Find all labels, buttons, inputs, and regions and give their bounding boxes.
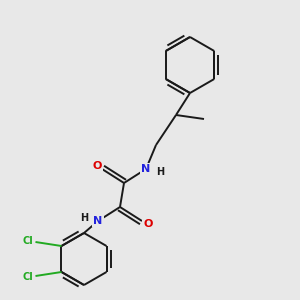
Text: H: H (156, 167, 164, 177)
Text: O: O (92, 161, 102, 171)
Text: Cl: Cl (22, 236, 33, 246)
Text: H: H (80, 213, 88, 223)
Text: O: O (143, 219, 153, 229)
Text: N: N (141, 164, 151, 174)
Text: Cl: Cl (22, 272, 33, 282)
Text: N: N (93, 216, 103, 226)
